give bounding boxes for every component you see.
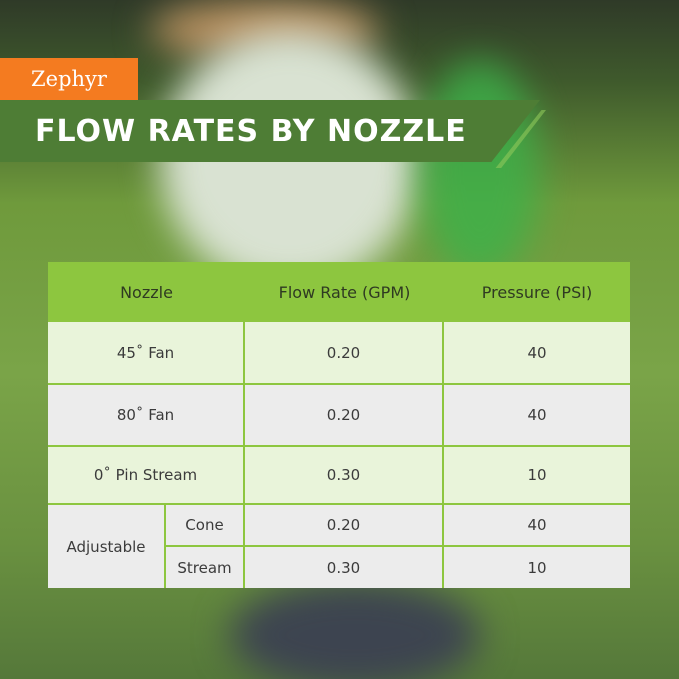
pressure-cell: 40 [444,322,630,385]
title-banner [0,100,540,162]
sprayer-blur [420,60,540,280]
flow-cell: 0.20 [245,505,444,547]
pressure-cell: 40 [444,505,630,547]
pressure-cell: 40 [444,385,630,447]
flow-cell: 0.30 [245,547,444,588]
header-pressure: Pressure (PSI) [444,262,630,322]
pants-blur [230,580,480,679]
flow-cell: 0.20 [245,385,444,447]
nozzle-cell: 45˚ Fan [48,322,245,385]
nozzle-cell: 80˚ Fan [48,385,245,447]
flow-rate-table: Nozzle Flow Rate (GPM) Pressure (PSI) 45… [48,262,630,588]
flow-cell: 0.20 [245,322,444,385]
nozzle-cell: 0˚ Pin Stream [48,447,245,505]
brand-label: Zephyr [0,58,138,100]
flow-cell: 0.30 [245,447,444,505]
mode-cell: Cone [166,505,245,547]
adjustable-label: Adjustable [48,505,166,588]
header-nozzle: Nozzle [48,262,245,322]
pressure-cell: 10 [444,547,630,588]
page-title: FLOW RATES BY NOZZLE [35,113,467,149]
mode-cell: Stream [166,547,245,588]
header-flow-rate: Flow Rate (GPM) [245,262,444,322]
pressure-cell: 10 [444,447,630,505]
